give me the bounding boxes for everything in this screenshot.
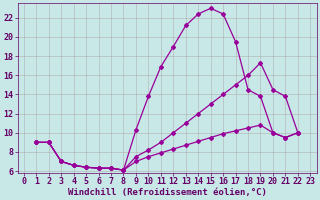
- X-axis label: Windchill (Refroidissement éolien,°C): Windchill (Refroidissement éolien,°C): [68, 188, 267, 197]
